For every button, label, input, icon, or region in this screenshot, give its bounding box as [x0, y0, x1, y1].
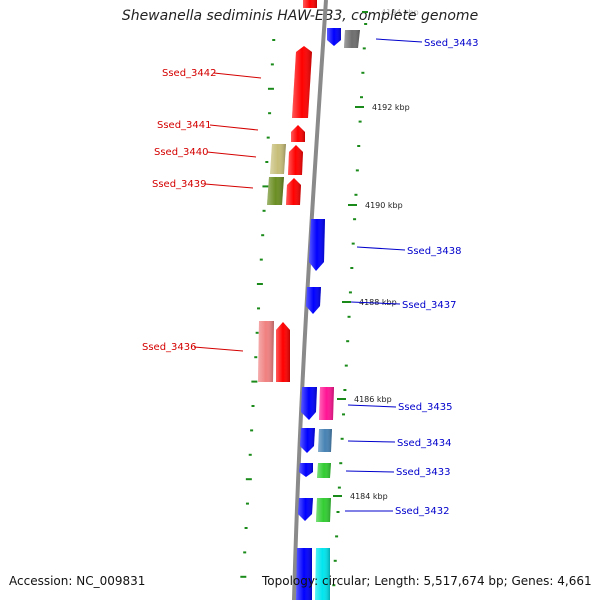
gene-shading [318, 429, 332, 452]
gene-shading [303, 0, 317, 8]
gene-shading [301, 387, 317, 420]
gene-leader-line [347, 404, 397, 408]
genome-backbone [292, 0, 328, 600]
topology-text: Topology: circular; Length: 5,517,674 bp… [262, 574, 592, 588]
gene-shading [276, 322, 290, 382]
tick-track-right [332, 23, 368, 587]
gene-label-ssed-3442[interactable]: Ssed_3442 [162, 68, 217, 79]
gene-leader-line [356, 246, 406, 251]
gene-label-ssed-3440[interactable]: Ssed_3440 [154, 147, 209, 158]
kbp-label: 4192 kbp [372, 103, 410, 112]
gene-shading [319, 387, 334, 420]
gene-leader-line [345, 470, 395, 473]
gene-label-ssed-3432[interactable]: Ssed_3432 [395, 506, 450, 517]
kbp-scale: 4194 kbp 4192 kbp 4190 kbp 4188 kbp 4186… [333, 8, 419, 501]
gene-label-ssed-3437[interactable]: Ssed_3437 [402, 300, 457, 311]
gene-shading [292, 46, 312, 118]
gene-leader-line [209, 124, 259, 131]
gene-shading [309, 219, 325, 271]
gene-leader-line [375, 38, 423, 43]
gene-shading [316, 498, 331, 522]
gene-shading [300, 428, 315, 453]
gene-shading [344, 30, 360, 48]
gene-shading [317, 463, 331, 478]
gene-label-ssed-3433[interactable]: Ssed_3433 [396, 467, 451, 478]
kbp-label: 4190 kbp [365, 201, 403, 210]
gene-leader-line [213, 72, 262, 79]
gene-shading [270, 144, 286, 174]
gene-label-ssed-3438[interactable]: Ssed_3438 [407, 246, 462, 257]
gene-shading [258, 321, 274, 382]
gene-label-ssed-3443[interactable]: Ssed_3443 [424, 38, 479, 49]
gene-label-ssed-3441[interactable]: Ssed_3441 [157, 120, 212, 131]
kbp-label: 4186 kbp [354, 395, 392, 404]
accession-text: Accession: NC_009831 [9, 574, 146, 588]
gene-shading [315, 548, 330, 600]
gene-shading [299, 463, 313, 477]
map-title: Shewanella sediminis HAW-EB3, complete g… [121, 8, 479, 24]
gene-shading [286, 178, 301, 205]
gene-leader-line [206, 151, 257, 158]
gene-leader-line [347, 440, 396, 443]
gene-shading [298, 498, 313, 521]
gene-shading [288, 145, 303, 175]
gene-shading [306, 287, 321, 314]
gene-label-ssed-3434[interactable]: Ssed_3434 [397, 438, 452, 449]
gene-shading [296, 548, 312, 600]
gene-shading [267, 177, 284, 205]
kbp-label: 4188 kbp [359, 298, 397, 307]
gene-leader-line [193, 346, 244, 352]
gene-labels: Ssed_3443 Ssed_3442 Ssed_3441 Ssed_3440 … [142, 38, 479, 517]
gene-shading-overlay [258, 0, 360, 600]
gene-shading [291, 125, 305, 142]
gene-leader-line [350, 301, 401, 305]
kbp-label: 4184 kbp [350, 492, 388, 501]
gene-shading [327, 28, 341, 46]
tick-track-left [240, 39, 276, 578]
gene-leader-line [204, 183, 254, 189]
gene-label-ssed-3436[interactable]: Ssed_3436 [142, 342, 197, 353]
kbp-label: 4194 kbp [381, 8, 419, 17]
gene-label-ssed-3439[interactable]: Ssed_3439 [152, 179, 207, 190]
gene-label-ssed-3435[interactable]: Ssed_3435 [398, 402, 453, 413]
